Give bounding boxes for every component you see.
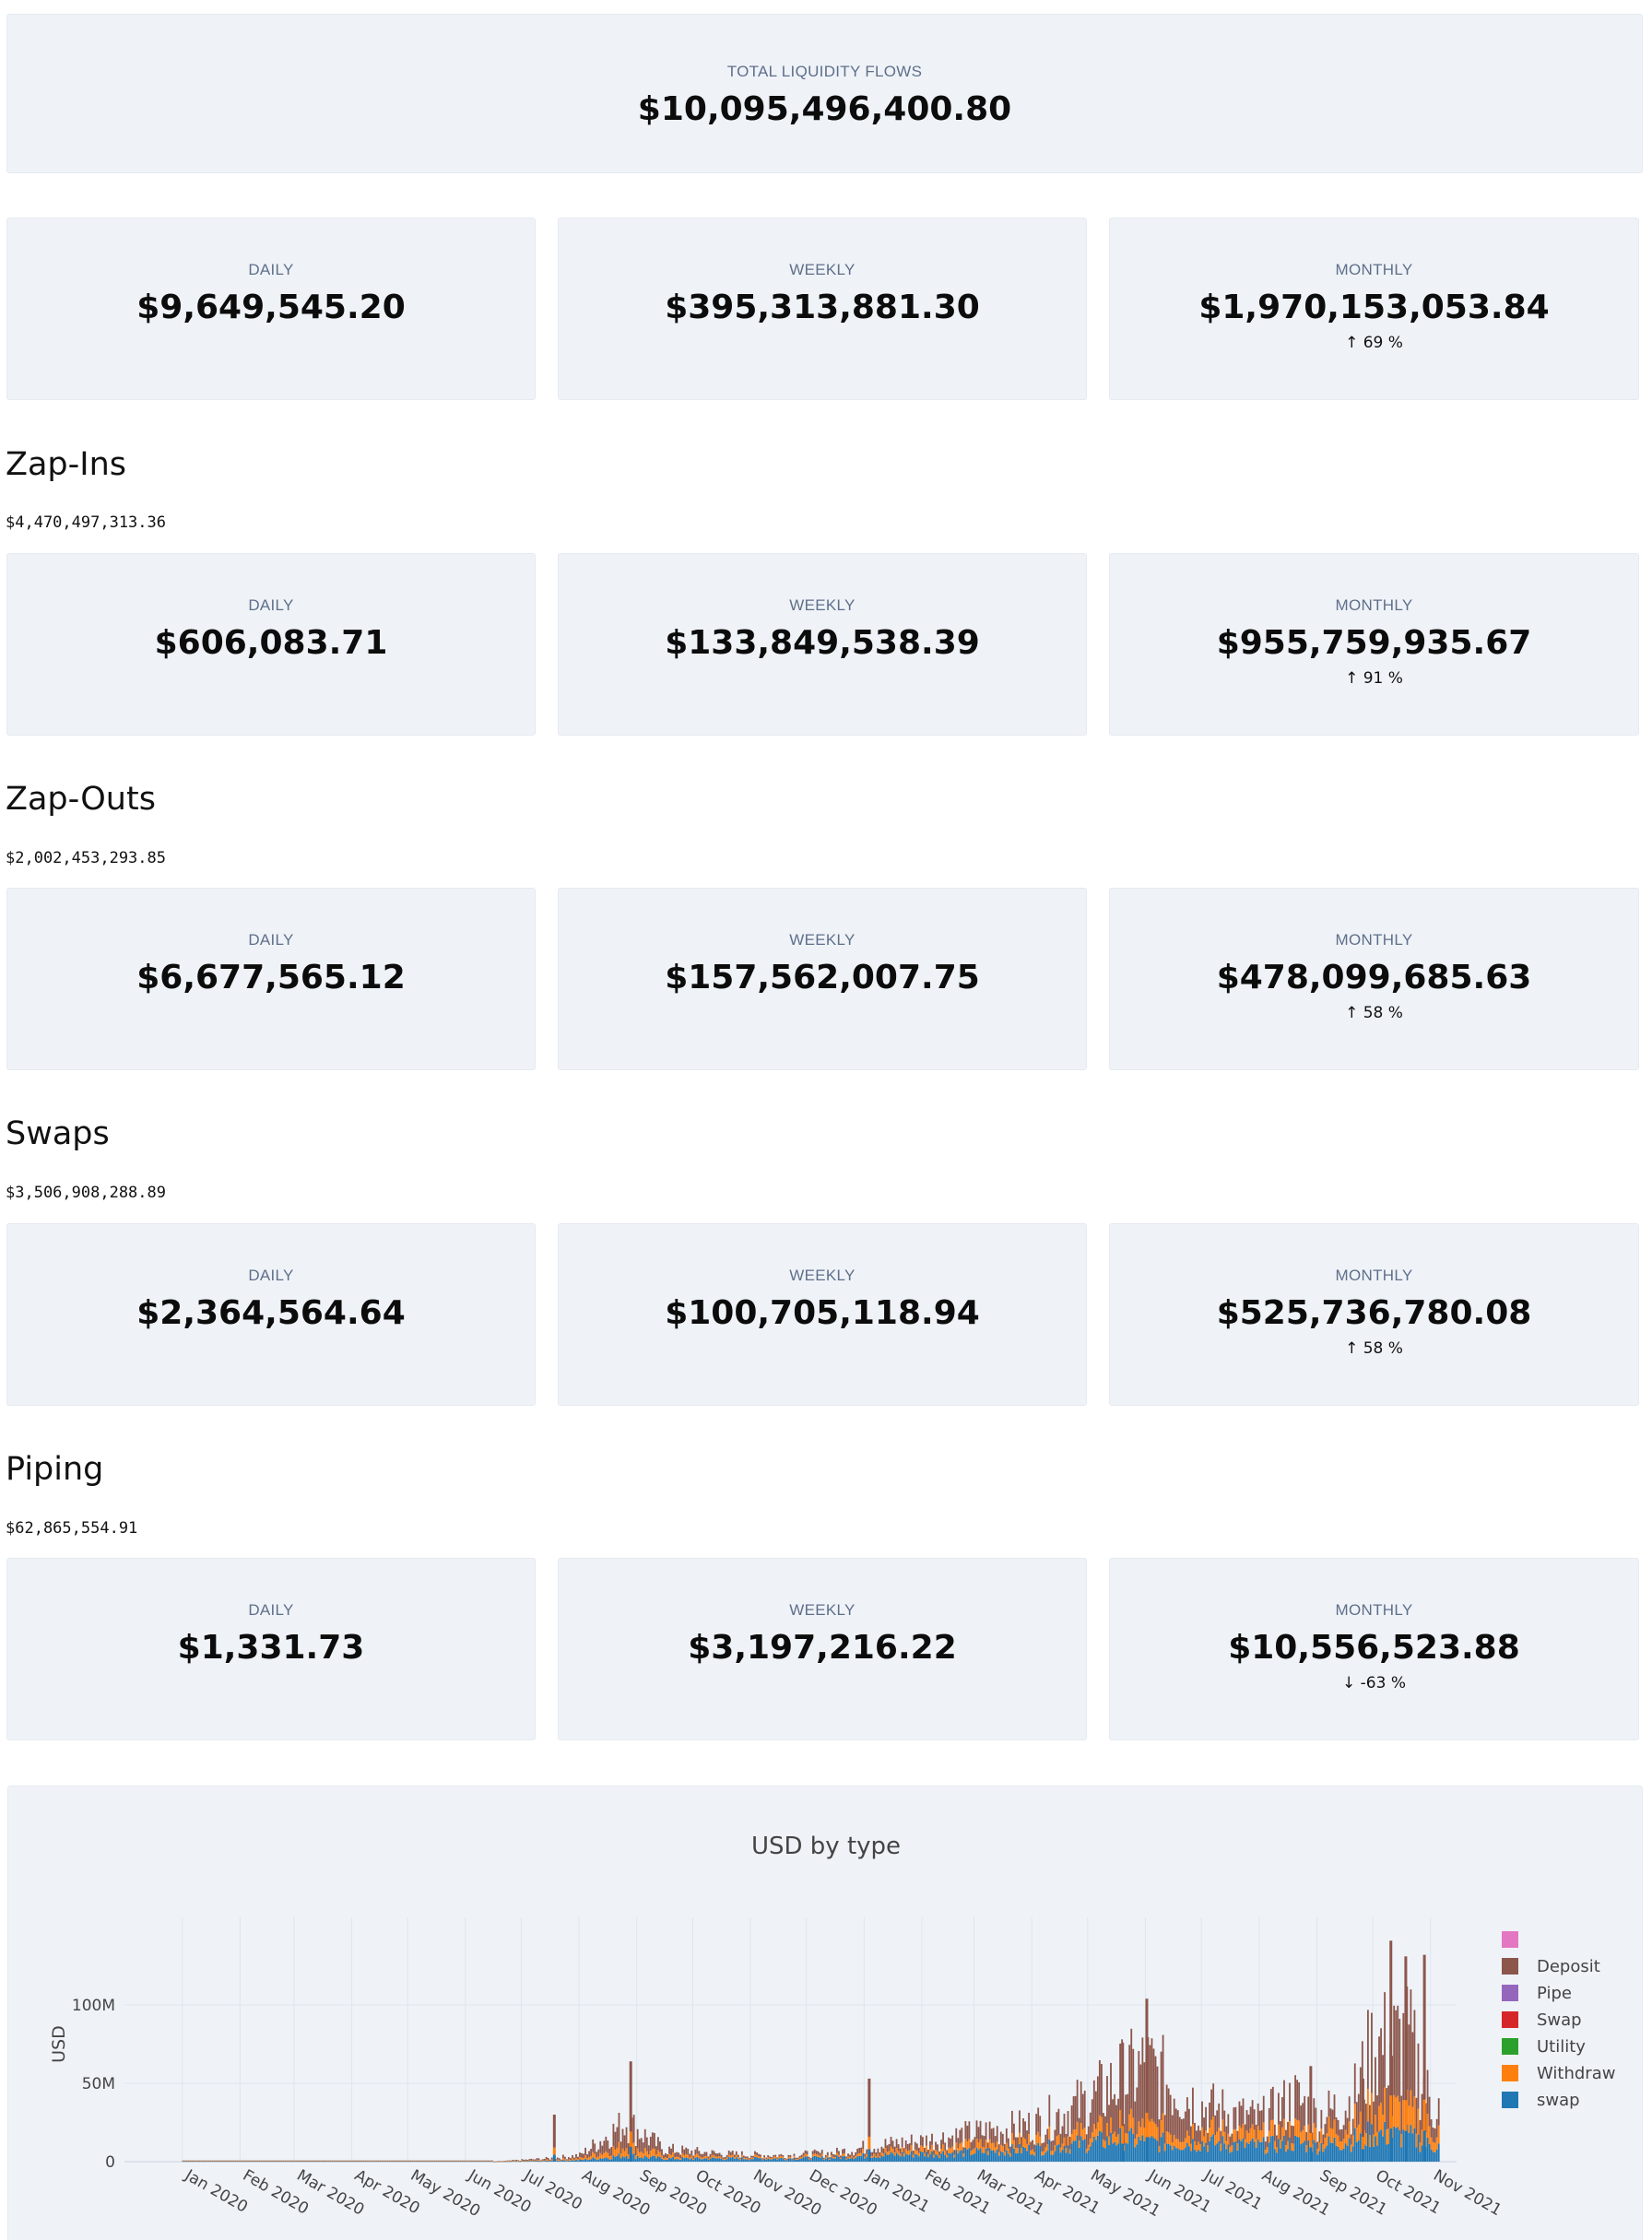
zap-ins-monthly-card: MONTHLY $955,759,935.67 ↑ 91 % <box>1109 553 1639 736</box>
piping-weekly-label: WEEKLY <box>789 1601 856 1619</box>
overall-monthly-value: $1,970,153,053.84 <box>1198 289 1550 326</box>
piping-monthly-label: MONTHLY <box>1335 1601 1413 1619</box>
swaps-monthly-change: ↑ 58 % <box>1345 1339 1403 1358</box>
zap-outs-monthly-label: MONTHLY <box>1335 931 1413 949</box>
zap-ins-daily-card: DAILY $606,083.71 <box>6 553 536 736</box>
overall-weekly-label: WEEKLY <box>789 261 856 278</box>
swaps-weekly-value: $100,705,118.94 <box>665 1294 980 1332</box>
swaps-monthly-card: MONTHLY $525,736,780.08 ↑ 58 % <box>1109 1223 1639 1406</box>
overall-daily-card: DAILY $9,649,545.20 <box>6 218 536 400</box>
section-title-zap-outs: Zap-Outs <box>6 781 156 818</box>
zap-ins-monthly-label: MONTHLY <box>1335 596 1413 614</box>
piping-daily-value: $1,331.73 <box>177 1629 365 1667</box>
overall-daily-value: $9,649,545.20 <box>136 289 406 326</box>
zap-outs-daily-card: DAILY $6,677,565.12 <box>6 888 536 1070</box>
zap-outs-weekly-label: WEEKLY <box>789 931 856 949</box>
zap-outs-monthly-change: ↑ 58 % <box>1345 1004 1403 1022</box>
section-title-swaps: Swaps <box>6 1115 110 1152</box>
zap-ins-weekly-card: WEEKLY $133,849,538.39 <box>558 553 1087 736</box>
zap-ins-monthly-change: ↑ 91 % <box>1345 669 1403 688</box>
swaps-daily-card: DAILY $2,364,564.64 <box>6 1223 536 1406</box>
overall-monthly-label: MONTHLY <box>1335 261 1413 278</box>
section-total-piping: $62,865,554.91 <box>6 1519 138 1538</box>
section-total-swaps: $3,506,908,288.89 <box>6 1184 166 1202</box>
piping-monthly-card: MONTHLY $10,556,523.88 ↓ -63 % <box>1109 1558 1639 1740</box>
zap-outs-weekly-card: WEEKLY $157,562,007.75 <box>558 888 1087 1070</box>
zap-ins-weekly-value: $133,849,538.39 <box>665 624 980 662</box>
swaps-daily-label: DAILY <box>248 1267 294 1284</box>
usd-by-type-chart-card <box>7 1786 1643 2240</box>
piping-monthly-value: $10,556,523.88 <box>1228 1629 1520 1667</box>
overall-monthly-change: ↑ 69 % <box>1345 334 1403 352</box>
section-title-zap-ins: Zap-Ins <box>6 446 127 483</box>
section-total-zap-outs: $2,002,453,293.85 <box>6 849 166 867</box>
zap-outs-weekly-value: $157,562,007.75 <box>665 959 980 996</box>
section-title-piping: Piping <box>6 1451 104 1488</box>
overall-weekly-value: $395,313,881.30 <box>665 289 980 326</box>
zap-outs-monthly-card: MONTHLY $478,099,685.63 ↑ 58 % <box>1109 888 1639 1070</box>
total-liquidity-label: TOTAL LIQUIDITY FLOWS <box>726 63 923 80</box>
zap-ins-daily-label: DAILY <box>248 596 294 614</box>
piping-daily-card: DAILY $1,331.73 <box>6 1558 536 1740</box>
swaps-daily-value: $2,364,564.64 <box>136 1294 406 1332</box>
swaps-weekly-card: WEEKLY $100,705,118.94 <box>558 1223 1087 1406</box>
zap-ins-monthly-value: $955,759,935.67 <box>1216 624 1532 662</box>
piping-weekly-card: WEEKLY $3,197,216.22 <box>558 1558 1087 1740</box>
zap-outs-daily-value: $6,677,565.12 <box>136 959 406 996</box>
piping-weekly-value: $3,197,216.22 <box>688 1629 957 1667</box>
section-total-zap-ins: $4,470,497,313.36 <box>6 513 166 532</box>
overall-weekly-card: WEEKLY $395,313,881.30 <box>558 218 1087 400</box>
piping-daily-label: DAILY <box>248 1601 294 1619</box>
zap-outs-monthly-value: $478,099,685.63 <box>1216 959 1532 996</box>
zap-ins-daily-value: $606,083.71 <box>154 624 388 662</box>
total-liquidity-value: $10,095,496,400.80 <box>637 90 1012 128</box>
piping-monthly-change: ↓ -63 % <box>1342 1674 1406 1692</box>
zap-ins-weekly-label: WEEKLY <box>789 596 856 614</box>
swaps-monthly-value: $525,736,780.08 <box>1216 1294 1532 1332</box>
swaps-monthly-label: MONTHLY <box>1335 1267 1413 1284</box>
swaps-weekly-label: WEEKLY <box>789 1267 856 1284</box>
zap-outs-daily-label: DAILY <box>248 931 294 949</box>
chart-title: USD by type <box>750 1833 902 1860</box>
total-liquidity-card: TOTAL LIQUIDITY FLOWS $10,095,496,400.80 <box>6 14 1643 173</box>
overall-monthly-card: MONTHLY $1,970,153,053.84 ↑ 69 % <box>1109 218 1639 400</box>
overall-daily-label: DAILY <box>248 261 294 278</box>
